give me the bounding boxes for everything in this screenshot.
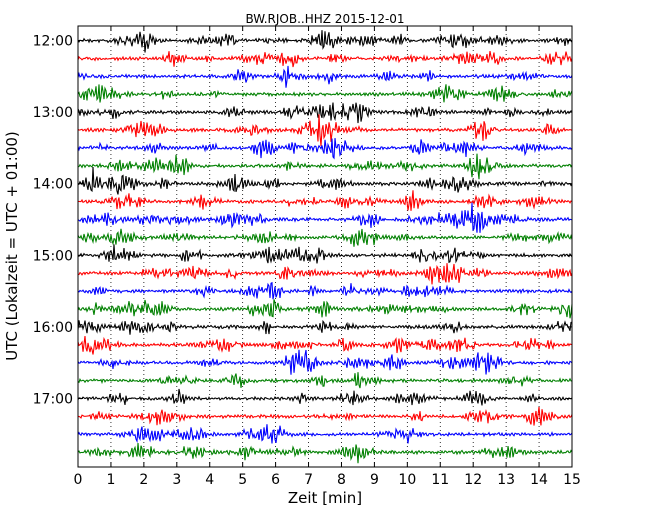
seismic-trace — [77, 102, 573, 124]
y-tick-label: 15:00 — [33, 248, 73, 264]
x-axis-label: Zeit [min] — [288, 489, 362, 507]
seismic-trace — [77, 443, 573, 464]
x-tick-label: 11 — [431, 472, 449, 488]
plot-frame — [77, 25, 573, 468]
seismic-trace — [77, 228, 573, 247]
seismic-trace — [77, 65, 573, 88]
y-tick-label: 13:00 — [33, 105, 73, 121]
y-axis-label: UTC (Lokalzeit = UTC + 01:00) — [3, 131, 21, 361]
seismic-trace — [77, 138, 573, 160]
plot-area — [78, 26, 572, 467]
seismic-trace — [77, 84, 573, 103]
seismic-trace — [77, 202, 573, 233]
x-tick-label: 8 — [337, 472, 346, 488]
seismic-trace — [77, 263, 573, 285]
x-tick-label: 12 — [464, 472, 482, 488]
x-tick-label: 13 — [497, 472, 515, 488]
x-tick-label: 0 — [74, 472, 83, 488]
x-tick-label: 5 — [238, 472, 247, 488]
x-tick-label: 2 — [139, 472, 148, 488]
y-tick-label: 14:00 — [33, 177, 73, 193]
y-tick-label: 17:00 — [33, 392, 73, 408]
seismic-trace — [77, 406, 573, 426]
x-tick-label: 6 — [271, 472, 280, 488]
x-tick-label: 4 — [205, 472, 214, 488]
traces — [77, 30, 573, 464]
x-tick-label: 14 — [530, 472, 548, 488]
seismic-trace — [77, 153, 573, 180]
grid-lines — [110, 26, 540, 467]
seismic-trace — [77, 281, 573, 300]
y-axis-ticks: 12:00 13:00 14:00 15:00 16:00 17:00 — [33, 34, 572, 408]
seismic-trace — [77, 372, 573, 389]
seismic-trace — [77, 190, 573, 211]
y-tick-label: 16:00 — [33, 320, 73, 336]
seismic-trace — [77, 349, 573, 375]
x-tick-label: 15 — [563, 472, 581, 488]
x-tick-label: 10 — [398, 472, 416, 488]
x-tick-label: 9 — [370, 472, 379, 488]
seismic-trace — [77, 167, 573, 195]
seismic-trace — [77, 50, 573, 68]
x-axis-ticks: 0 1 2 3 4 5 6 7 8 9 10 11 12 13 14 15 — [74, 26, 581, 488]
seismic-trace — [77, 30, 573, 53]
y-tick-label: 12:00 — [33, 34, 73, 50]
seismic-trace — [77, 299, 573, 319]
seismic-trace — [77, 244, 573, 264]
chart-title: BW.RJOB..HHZ 2015-12-01 — [245, 12, 404, 26]
seismic-trace — [77, 336, 573, 355]
x-tick-label: 7 — [304, 472, 313, 488]
x-tick-label: 1 — [106, 472, 115, 488]
seismic-trace — [77, 319, 573, 335]
seismic-trace — [77, 388, 573, 406]
seismic-trace — [77, 424, 573, 444]
seismic-trace — [77, 114, 573, 147]
x-tick-label: 3 — [172, 472, 181, 488]
